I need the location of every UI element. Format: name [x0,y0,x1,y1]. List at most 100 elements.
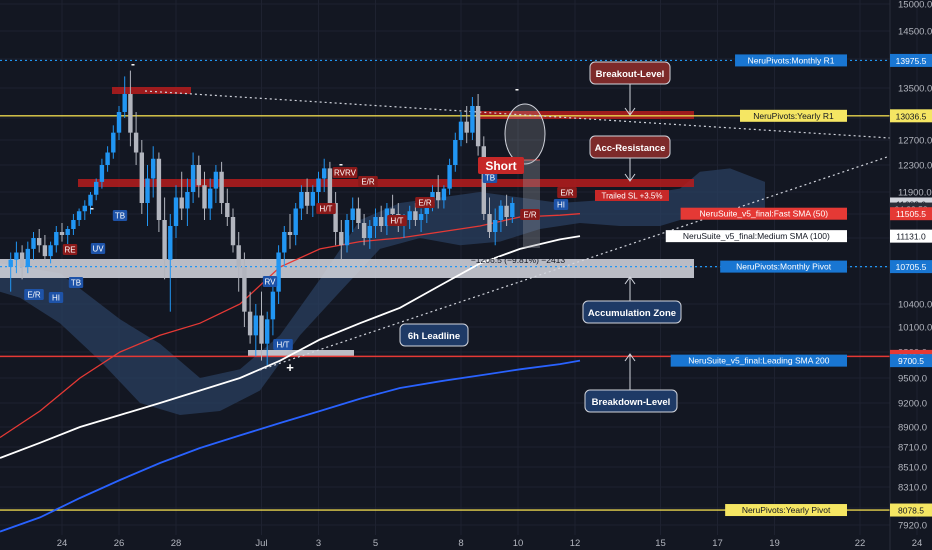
price-tick-label[interactable]: 12700.0 [898,136,932,147]
signal-tag-box [482,172,498,183]
time-tick-label[interactable]: 15 [655,538,666,549]
signal-tag-label: E/R [27,291,41,300]
yearly-pivot-tag-value: 8078.5 [898,506,924,516]
signal-tag-box [332,167,358,178]
candle-body [105,152,110,165]
leading-sma-line [0,359,581,533]
callout-acc-resistance: Acc-Resistance [589,135,671,182]
candle-body [88,194,93,206]
signal-tag-box [557,187,577,198]
breakout-zone-left [112,87,191,94]
candle-body [390,208,395,214]
signal-tag-box [415,197,435,208]
candle-body [453,140,458,165]
signal-tag-label: E/R [560,189,574,198]
signal-tag-label: TB [485,174,495,183]
price-tick-label[interactable]: 14500.0 [898,27,932,38]
candle-body [316,178,321,192]
yearly-pivot-tag-value-box [890,503,932,517]
candle-body [356,208,361,223]
fast-sma-tag-value: 11505.5 [896,209,926,219]
candle-body [504,205,509,217]
callout-acc-resistance-label: Acc-Resistance [595,143,666,154]
time-tick-label[interactable]: 10 [513,538,524,549]
yearly-r1-tag-value-box [890,109,932,123]
time-tick-label[interactable]: 28 [171,538,182,549]
signal-tag-label: E/R [418,199,432,208]
candle-body [37,238,42,246]
candle-body [282,232,287,253]
price-tick-label[interactable]: 15000.0 [898,0,932,11]
time-tick-label[interactable]: 3 [316,538,321,549]
callout-breakdown-level-label: Breakdown-Level [592,397,671,408]
time-tick-label[interactable]: 17 [712,538,723,549]
signal-tags: E/R HI TB RE UV TB RV H/T RVRV E/R H/T E/R E/R TB E/R H… [24,167,577,350]
time-tick-label[interactable]: Jul [255,538,267,549]
candle-body [322,168,327,179]
price-tick-label[interactable]: 8900.0 [898,423,927,434]
time-tick-label[interactable]: 8 [458,538,463,549]
signal-tag-box [90,243,106,254]
signal-tag-box [68,277,84,288]
candle-body [14,252,19,260]
price-tick-label[interactable]: 8510.0 [898,463,927,474]
marker-minus: - [131,57,135,71]
price-tick-label[interactable]: 10400.0 [898,300,932,311]
price-tick-label[interactable]: 12300.0 [898,161,932,172]
price-tick-label[interactable]: 9200.0 [898,399,927,410]
candle-body [82,205,87,212]
time-tick-label[interactable]: 24 [912,538,923,549]
price-tick-label[interactable]: 13500.0 [898,84,932,95]
price-tick-label[interactable]: 11900.0 [898,188,932,199]
candle-body [276,252,281,292]
price-tick-label[interactable]: 9500.0 [898,374,927,385]
yearly-r1-tag-value: 13036.5 [896,111,927,121]
monthly-pivot-tag-value: 10705.5 [896,262,927,272]
signal-tag-label: E/R [523,211,537,220]
candle-body [379,217,384,226]
price-tick-label[interactable]: 8710.0 [898,443,927,454]
time-tick-label[interactable]: 26 [114,538,125,549]
candle-body [76,211,82,220]
candle-body [384,208,390,226]
candle-body [19,252,25,267]
callout-breakout-level: Breakout-Level [589,61,671,116]
candle-body [179,197,184,209]
time-tick-label[interactable]: 5 [373,538,378,549]
candle-body [253,315,258,336]
price-tick-label[interactable]: 8310.0 [898,483,927,494]
candle-body [270,291,276,320]
candle-body [447,165,452,189]
leading-sma-tag-label: NeruSuite_v5_final:Leading SMA 200 [688,356,830,366]
candle-body [247,311,253,336]
price-tick-label[interactable]: 7920.0 [898,521,927,532]
candle-body [361,223,367,238]
medium-sma-tag-label: NeruSuite_v5_final:Medium SMA (100) [683,231,830,241]
callout-breakdown-level: Breakdown-Level [584,353,678,413]
candle-body [293,208,298,235]
time-tick-label[interactable]: 22 [855,538,866,549]
signal-tag-box [387,215,407,226]
candle-body [185,192,190,209]
fast-sma-tag-label-box [680,207,847,220]
candle-body [441,188,447,201]
candle-body [407,211,412,220]
candle-body [418,214,424,220]
fast-sma-tag-label: NeruSuite_v5_final:Fast SMA (50) [700,209,829,219]
candle-body [71,220,76,229]
candle-body [42,245,48,257]
candle-body [225,203,230,217]
time-tick-label[interactable]: 19 [769,538,780,549]
time-tick-label[interactable]: 12 [570,538,581,549]
candle-body [310,192,315,206]
candle-body [242,267,247,312]
time-tick-label[interactable]: 24 [57,538,68,549]
price-tick-label[interactable]: 10100.0 [898,323,932,334]
time-axis[interactable]: 24 26 28 Jul 3 5 8 10 12 15 17 19 22 24 [57,538,923,549]
marker-minus: - [515,82,519,96]
yearly-pivot-tag-label: NeruPivots:Yearly Pivot [742,505,831,515]
trailed-sl-label: Trailed SL +3.5% [602,192,663,201]
candle-body [196,165,201,186]
signal-tag-label: TB [71,279,81,288]
